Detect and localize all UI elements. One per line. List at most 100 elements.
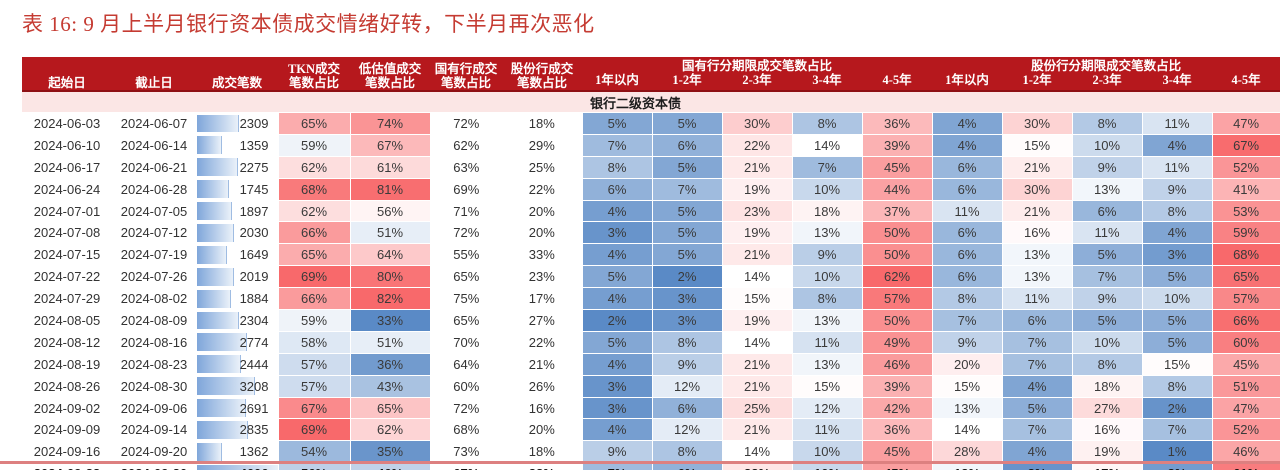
low-valuation-ratio-cell: 82% (349, 287, 431, 311)
state-maturity-cell: 57% (861, 287, 933, 311)
tkn-ratio-cell: 66% (277, 221, 351, 245)
state-maturity-cell: 3% (581, 396, 653, 420)
start-date-cell: 2024-07-15 (33, 247, 101, 263)
trade-count-value: 2835 (239, 422, 269, 438)
state-maturity-cell: 10% (791, 177, 863, 201)
start-date-cell: 2024-09-23 (22, 463, 112, 470)
count-databar (197, 399, 246, 417)
count-databar (197, 202, 232, 220)
trade-count-cell: 2835 (196, 419, 278, 441)
tkn-ratio-cell: 54% (277, 440, 351, 464)
share-maturity-cell: 53% (1211, 199, 1280, 223)
tkn-ratio-cell: 69% (277, 418, 351, 442)
state-bank-ratio-cell: 71% (453, 203, 480, 219)
start-date-cell: 2024-06-24 (33, 181, 101, 197)
low-valuation-ratio-cell: 56% (349, 199, 431, 223)
trade-count-cell: 2444 (196, 353, 278, 375)
state-maturity-cell: 21% (721, 418, 793, 442)
start-date-cell: 2024-09-09 (33, 422, 101, 438)
share-maturity-cell: 8% (1141, 374, 1213, 398)
share-maturity-cell: 52% (1211, 418, 1280, 442)
trade-count-cell: 2019 (196, 266, 278, 288)
header-sub-row: 1年以内 1-2年 2-3年 3-4年 4-5年 1年以内 1-2年 2-3年 … (22, 73, 1280, 91)
share-maturity-cell: 41% (1211, 177, 1280, 201)
state-bank-ratio-cell: 72% (453, 115, 480, 131)
state-maturity-cell: 6% (651, 396, 723, 420)
trade-count-cell: 2309 (196, 113, 278, 135)
share-maturity-cell: 9% (1141, 177, 1213, 201)
trade-count-value: 1649 (239, 247, 269, 263)
start-date-cell: 2024-06-17 (33, 159, 101, 175)
trade-count-value: 4606 (196, 466, 278, 470)
share-bank-ratio-cell: 23% (528, 269, 555, 285)
state-maturity-cell: 13% (791, 221, 863, 245)
state-maturity-cell: 6% (581, 177, 653, 201)
trade-count-value: 1359 (239, 137, 269, 153)
share-maturity-cell: 11% (1141, 112, 1213, 135)
share-maturity-cell: 30% (1001, 112, 1073, 135)
trade-count-cell: 1745 (196, 178, 278, 200)
share-maturity-cell: 4% (931, 133, 1003, 157)
share-bank-ratio-cell: 27% (528, 312, 555, 328)
table-body: 银行二级资本债 2024-06-03 2024-06-07 2309 65% 74% 72… (22, 90, 1280, 470)
share-maturity-cell: 8% (1071, 112, 1143, 135)
trade-count-cell: 2030 (196, 222, 278, 244)
count-databar (197, 136, 223, 155)
share-maturity-cell: 8% (1071, 352, 1143, 376)
count-databar (197, 158, 239, 177)
state-bank-ratio-cell: 63% (453, 159, 480, 175)
state-maturity-cell: 5% (651, 221, 723, 245)
share-maturity-cell: 1% (1141, 440, 1213, 464)
state-maturity-cell: 21% (721, 155, 793, 179)
share-maturity-cell: 52% (1211, 155, 1280, 179)
group-header-state-maturity: 国有行分期限成交笔数占比 (582, 57, 933, 73)
end-date-cell: 2024-06-21 (120, 159, 188, 175)
share-maturity-cell: 13% (931, 396, 1003, 420)
share-maturity-cell: 6% (931, 221, 1003, 245)
trade-count-value: 1884 (239, 291, 269, 307)
trade-count-value: 3208 (239, 378, 269, 394)
state-maturity-cell: 3% (651, 309, 723, 332)
subcol-share-4-5y: 4-5年 (1212, 73, 1280, 91)
share-maturity-cell: 66% (1211, 309, 1280, 332)
state-maturity-cell: 3% (581, 221, 653, 245)
trade-count-cell: 1884 (196, 288, 278, 310)
state-maturity-cell: 22% (721, 133, 793, 157)
state-maturity-cell: 21% (721, 374, 793, 398)
count-databar (197, 355, 242, 374)
low-valuation-ratio-cell: 51% (349, 330, 431, 354)
state-maturity-cell: 19% (721, 177, 793, 201)
state-maturity-cell: 10% (791, 265, 863, 289)
end-date-cell: 2024-06-28 (120, 181, 188, 197)
start-date-cell: 2024-08-05 (33, 312, 101, 328)
state-maturity-cell: 11% (791, 418, 863, 442)
low-valuation-ratio-cell: 67% (349, 133, 431, 157)
share-maturity-cell: 65% (1211, 265, 1280, 289)
state-maturity-cell: 14% (721, 440, 793, 464)
share-bank-ratio-cell: 29% (528, 137, 555, 153)
count-databar (197, 267, 234, 286)
share-maturity-cell: 60% (1211, 330, 1280, 354)
subcol-state-3-4y: 3-4年 (792, 73, 862, 91)
state-maturity-cell: 30% (721, 112, 793, 135)
state-maturity-cell: 21% (721, 243, 793, 267)
state-maturity-cell: 3% (581, 374, 653, 398)
state-maturity-cell: 4% (581, 418, 653, 442)
share-maturity-cell: 9% (931, 330, 1003, 354)
end-date-cell: 2024-09-06 (120, 400, 188, 416)
col-header-start-date: 起始日 (22, 57, 112, 91)
share-maturity-cell: 4% (1141, 221, 1213, 245)
capital-bond-table: 起始日 截止日 成交笔数 TKN成交 笔数占比 低估值成交 笔数占比 国有行成交… (22, 57, 1280, 470)
low-valuation-ratio-cell: 64% (349, 243, 431, 267)
share-maturity-cell: 5% (1071, 243, 1143, 267)
state-maturity-cell: 4% (581, 287, 653, 311)
state-maturity-cell: 42% (861, 396, 933, 420)
state-maturity-cell: 45% (861, 155, 933, 179)
col-header-share-bank-ratio: 股份行成交 笔数占比 (502, 57, 582, 91)
tkn-ratio-cell: 67% (277, 396, 351, 420)
col-header-end-date: 截止日 (112, 57, 196, 91)
table-row: 2024-07-22 2024-07-26 2019 69% 80% 65% 23% 5% 2%… (22, 265, 1280, 289)
state-bank-ratio-cell: 55% (453, 247, 480, 263)
trade-count-value: 2444 (239, 356, 269, 372)
share-bank-ratio-cell: 20% (528, 422, 555, 438)
